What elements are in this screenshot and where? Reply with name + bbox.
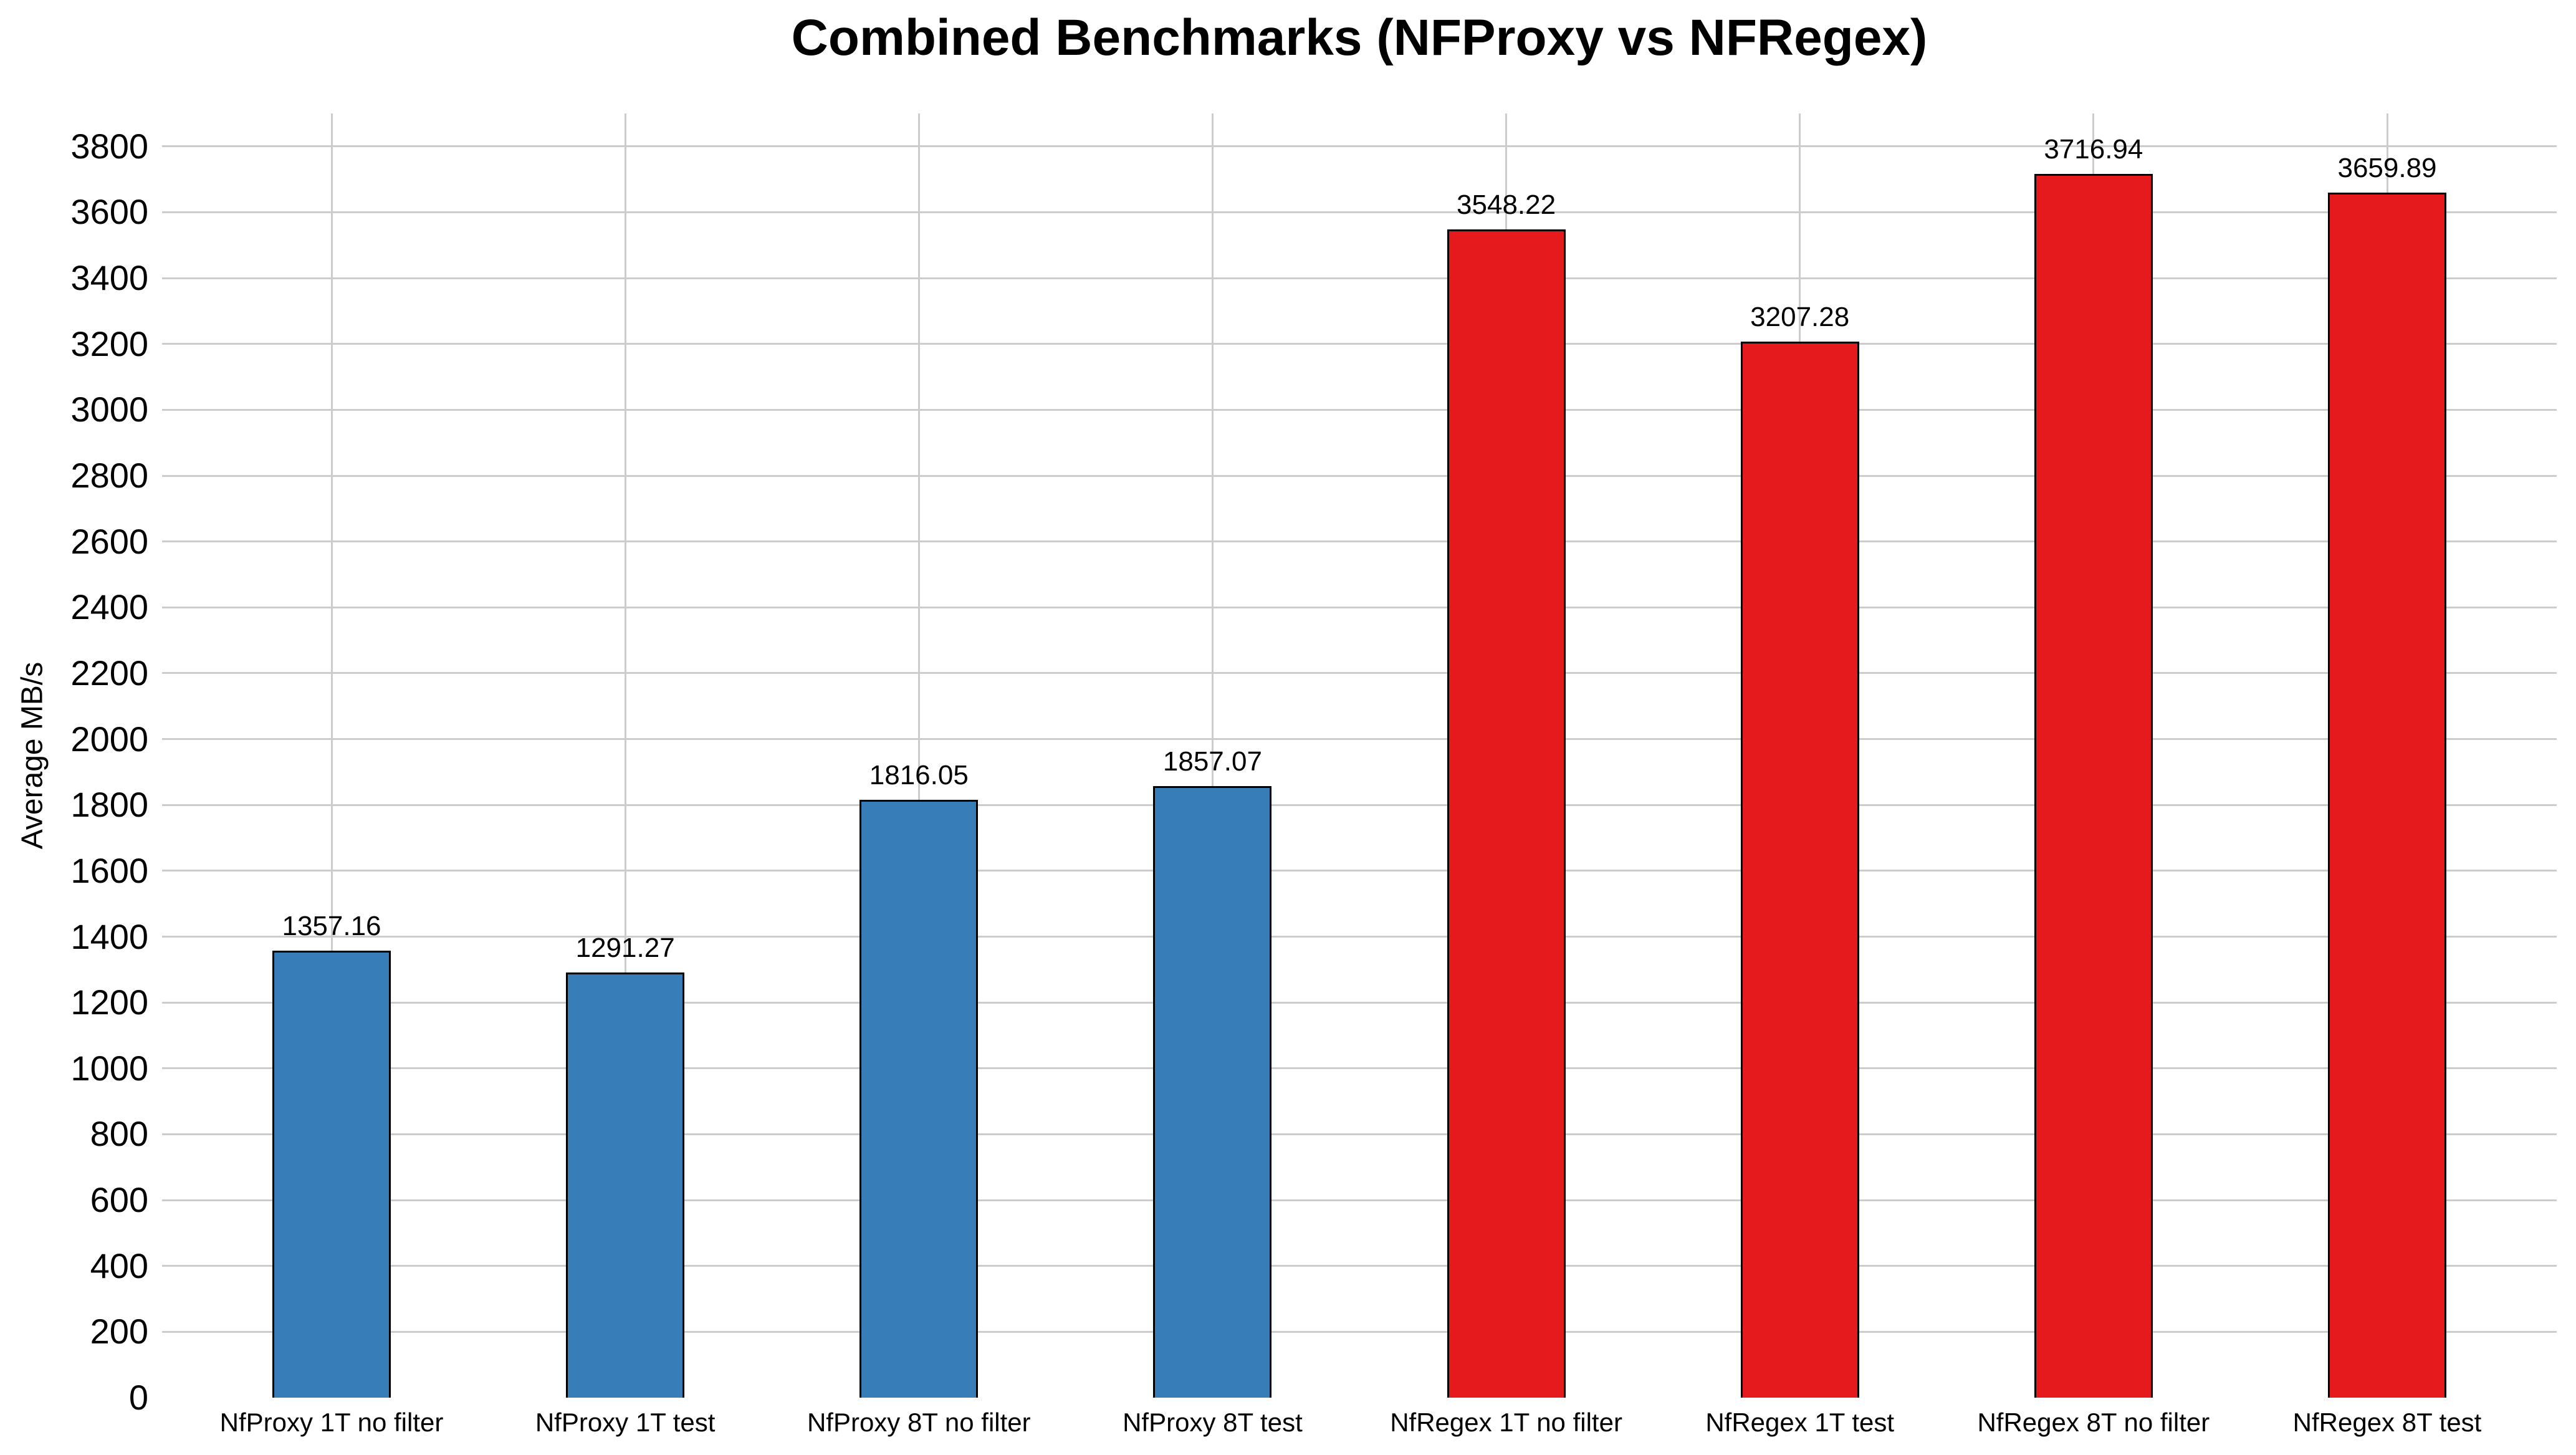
x-tick-label-nfregex-1t-no-filter: NfRegex 1T no filter (1390, 1408, 1622, 1437)
horizontal-gridline (162, 936, 2557, 938)
y-tick-label: 2800 (70, 456, 148, 496)
vertical-gridline (1211, 113, 1214, 1398)
y-tick-label: 0 (128, 1378, 148, 1417)
bar-value-label: 1857.07 (1162, 746, 1262, 777)
bar-value-label: 3716.94 (2044, 133, 2143, 165)
horizontal-gridline (162, 343, 2557, 345)
x-tick-label-nfregex-8t-test: NfRegex 8T test (2292, 1408, 2482, 1437)
x-tick-label-nfregex-1t-test: NfRegex 1T test (1705, 1408, 1895, 1437)
horizontal-gridline (162, 540, 2557, 543)
vertical-gridline (330, 113, 333, 1398)
y-tick-label: 2600 (70, 521, 148, 561)
y-tick-label: 3600 (70, 192, 148, 232)
bar-value-label: 3207.28 (1750, 301, 1850, 332)
bar-nfproxy-8t-no-filter (859, 799, 979, 1398)
bar-value-label: 1816.05 (869, 759, 969, 790)
y-tick-label: 400 (90, 1246, 148, 1285)
horizontal-gridline (162, 1067, 2557, 1070)
horizontal-gridline (162, 211, 2557, 213)
y-tick-label: 600 (90, 1180, 148, 1220)
y-tick-label: 3200 (70, 324, 148, 363)
y-tick-label: 2200 (70, 653, 148, 693)
y-tick-label: 3800 (70, 126, 148, 166)
bar-nfproxy-1t-no-filter (272, 951, 391, 1398)
bar-nfregex-8t-test (2328, 192, 2446, 1398)
horizontal-gridline (162, 1001, 2557, 1004)
x-tick-label-nfproxy-8t-test: NfProxy 8T test (1123, 1408, 1303, 1437)
y-tick-label: 1800 (70, 785, 148, 825)
horizontal-gridline (162, 606, 2557, 608)
bar-nfproxy-8t-test (1153, 786, 1272, 1398)
horizontal-gridline (162, 672, 2557, 675)
vertical-gridline (624, 113, 626, 1398)
horizontal-gridline (162, 145, 2557, 148)
horizontal-gridline (162, 804, 2557, 806)
y-tick-label: 1200 (70, 982, 148, 1022)
x-tick-label-nfregex-8t-no-filter: NfRegex 8T no filter (1977, 1408, 2210, 1437)
bar-nfregex-1t-no-filter (1447, 229, 1566, 1398)
horizontal-gridline (162, 870, 2557, 872)
bar-nfregex-1t-test (1740, 341, 1859, 1398)
y-tick-label: 200 (90, 1312, 148, 1352)
horizontal-gridline (162, 277, 2557, 279)
bar-nfregex-8t-no-filter (2034, 173, 2153, 1398)
x-tick-label-nfproxy-8t-no-filter: NfProxy 8T no filter (807, 1408, 1031, 1437)
bar-nfproxy-1t-test (566, 972, 685, 1398)
y-tick-label: 1600 (70, 850, 148, 890)
horizontal-gridline (162, 408, 2557, 411)
x-tick-label-nfproxy-1t-no-filter: NfProxy 1T no filter (219, 1408, 444, 1437)
horizontal-gridline (162, 1330, 2557, 1333)
y-tick-label: 2400 (70, 587, 148, 627)
y-tick-label: 1000 (70, 1048, 148, 1088)
bar-value-label: 1357.16 (282, 911, 381, 942)
horizontal-gridline (162, 474, 2557, 477)
chart-title: Combined Benchmarks (NFProxy vs NFRegex) (791, 9, 1928, 66)
vertical-gridline (917, 113, 920, 1398)
horizontal-gridline (162, 1265, 2557, 1267)
x-tick-label-nfproxy-1t-test: NfProxy 1T test (535, 1408, 716, 1437)
plot-area: 1357.16 1291.27 1816.05 1857.07 3548.22 3207.… (162, 113, 2557, 1398)
y-tick-label: 3400 (70, 258, 148, 298)
bar-value-label: 3659.89 (2337, 152, 2437, 183)
horizontal-gridline (162, 1199, 2557, 1201)
y-tick-label: 1400 (70, 916, 148, 956)
horizontal-gridline (162, 1133, 2557, 1135)
y-tick-label: 2000 (70, 719, 148, 759)
bar-value-label: 3548.22 (1457, 189, 1556, 220)
y-tick-label: 3000 (70, 390, 148, 430)
bar-value-label: 1291.27 (575, 932, 675, 963)
y-tick-label: 800 (90, 1114, 148, 1154)
horizontal-gridline (162, 738, 2557, 741)
